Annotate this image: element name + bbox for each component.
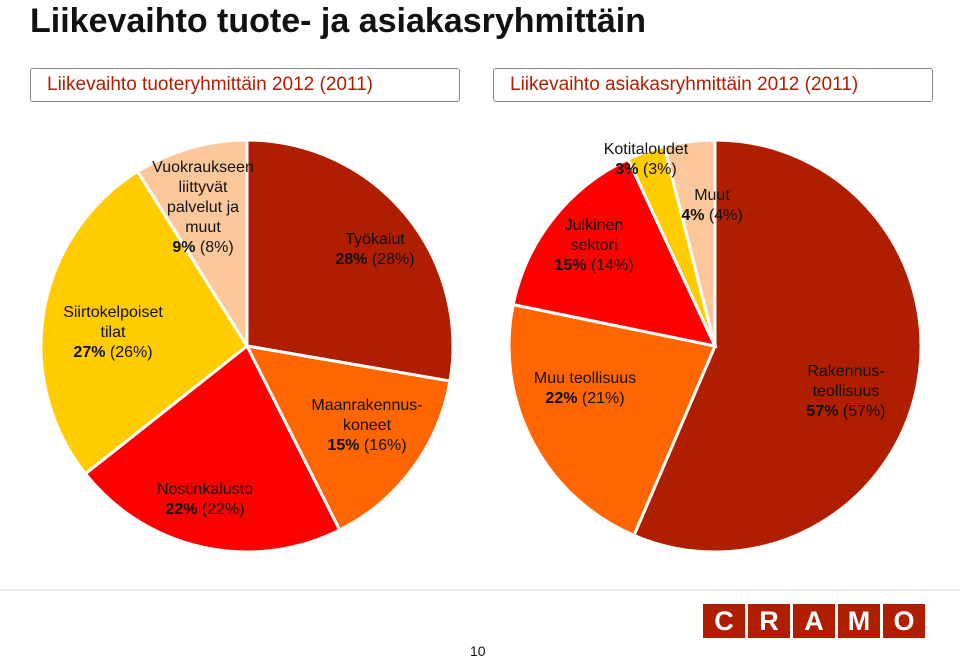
slice-label: Muu teollisuus 22% (21%): [534, 370, 636, 407]
pie-slice: [135, 138, 249, 352]
slice-label: Nostinkalusto 22% (22%): [157, 481, 253, 518]
footer-divider: [0, 589, 960, 591]
logo-letter: A: [793, 604, 835, 638]
slice-label: Kotitaloudet 3% (3%): [604, 141, 689, 178]
slice-label: Vuokraukseen liittyvät palvelut ja muut 9% (…: [152, 159, 254, 256]
slice-label: Työkalut 28% (28%): [335, 231, 414, 268]
pie-slice: [245, 138, 455, 383]
pie-slice: [244, 344, 452, 532]
slice-label: Maanrakennus-koneet 15% (16%): [311, 397, 422, 454]
pie-slice: [507, 302, 718, 538]
pie-customer-groups: Rakennus-teollisuus 57% (57%) Muu teollisu…: [507, 138, 923, 554]
pie-slice: [39, 169, 249, 476]
pie-slice: [662, 138, 717, 347]
cramo-logo: C R A M O: [703, 604, 925, 638]
pie-slice: [631, 138, 923, 554]
logo-letter: C: [703, 604, 745, 638]
logo-letter: O: [883, 604, 925, 638]
subhead-product-groups: Liikevaihto tuoteryhmittäin 2012 (2011): [30, 68, 460, 102]
slice-label: Julkinen sektori 15% (14%): [554, 217, 633, 274]
pie-product-groups: Työkalut 28% (28%) Maanrakennus-koneet 15% …: [39, 138, 455, 554]
pie-slice: [83, 343, 342, 554]
pie-slice: [511, 157, 718, 349]
slice-label: Muut 4% (4%): [681, 187, 742, 224]
slice-label: Rakennus-teollisuus 57% (57%): [806, 363, 885, 420]
page-number: 10: [470, 643, 486, 659]
slice-label: Siirtokelpoiset tilat 27% (26%): [63, 304, 163, 361]
logo-letter: R: [748, 604, 790, 638]
logo-letter: M: [838, 604, 880, 638]
subhead-customer-groups: Liikevaihto asiakasryhmittäin 2012 (2011…: [493, 68, 933, 102]
page-title: Liikevaihto tuote- ja asiakasryhmittäin: [30, 2, 646, 40]
